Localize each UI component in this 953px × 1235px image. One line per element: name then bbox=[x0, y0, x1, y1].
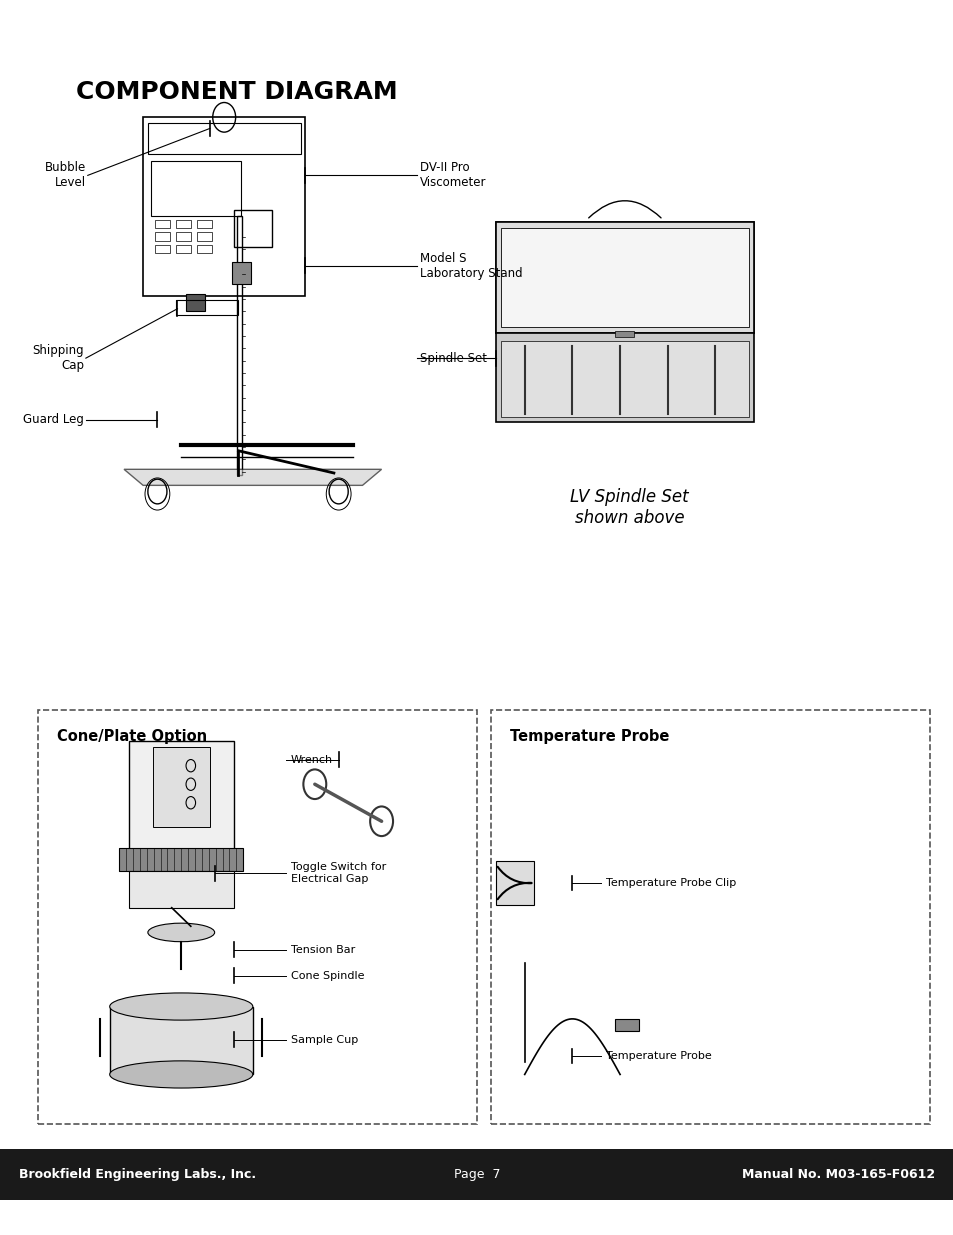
Ellipse shape bbox=[110, 1061, 253, 1088]
Text: Guard Leg: Guard Leg bbox=[23, 414, 84, 426]
Text: Temperature Probe Clip: Temperature Probe Clip bbox=[605, 878, 736, 888]
Text: Spindle Set: Spindle Set bbox=[419, 352, 486, 364]
Ellipse shape bbox=[148, 924, 214, 941]
Text: Temperature Probe: Temperature Probe bbox=[605, 1051, 711, 1061]
Bar bbox=[154, 220, 170, 228]
Bar bbox=[186, 294, 205, 311]
Bar bbox=[500, 341, 748, 417]
Bar bbox=[154, 245, 170, 253]
Bar bbox=[151, 161, 241, 216]
Bar bbox=[152, 747, 210, 827]
Bar bbox=[196, 220, 212, 228]
Bar bbox=[615, 1019, 639, 1031]
Text: DV-II Pro
Viscometer: DV-II Pro Viscometer bbox=[419, 162, 486, 189]
Text: Wrench: Wrench bbox=[291, 755, 333, 764]
Bar bbox=[500, 228, 748, 327]
Bar bbox=[154, 232, 170, 241]
Text: Bubble
Level: Bubble Level bbox=[45, 162, 86, 189]
Bar bbox=[196, 232, 212, 241]
Text: LV Spindle Set
shown above: LV Spindle Set shown above bbox=[570, 488, 688, 526]
Text: Page  7: Page 7 bbox=[454, 1168, 499, 1181]
Text: Temperature Probe: Temperature Probe bbox=[510, 729, 669, 743]
Bar bbox=[148, 124, 300, 154]
Bar bbox=[110, 1007, 253, 1074]
Bar bbox=[233, 210, 272, 247]
Text: Cone Spindle: Cone Spindle bbox=[291, 971, 364, 981]
Bar bbox=[129, 871, 233, 908]
Text: Sample Cup: Sample Cup bbox=[291, 1035, 357, 1045]
Polygon shape bbox=[496, 222, 753, 333]
Polygon shape bbox=[124, 469, 381, 485]
Bar bbox=[196, 245, 212, 253]
Bar bbox=[129, 741, 233, 852]
Ellipse shape bbox=[110, 993, 253, 1020]
Bar bbox=[232, 262, 251, 284]
Bar bbox=[175, 232, 191, 241]
Bar bbox=[496, 861, 534, 905]
Bar bbox=[176, 300, 238, 315]
Text: Brookfield Engineering Labs., Inc.: Brookfield Engineering Labs., Inc. bbox=[19, 1168, 256, 1181]
Bar bbox=[143, 117, 305, 296]
Bar bbox=[175, 220, 191, 228]
Bar bbox=[236, 216, 242, 475]
Text: Shipping
Cap: Shipping Cap bbox=[32, 345, 84, 372]
Bar bbox=[119, 848, 243, 871]
Text: COMPONENT DIAGRAM: COMPONENT DIAGRAM bbox=[76, 80, 397, 104]
Bar bbox=[496, 222, 753, 333]
Text: Tension Bar: Tension Bar bbox=[291, 945, 355, 955]
Text: Manual No. M03-165-F0612: Manual No. M03-165-F0612 bbox=[741, 1168, 934, 1181]
Text: Model S
Laboratory Stand: Model S Laboratory Stand bbox=[419, 252, 522, 279]
Bar bbox=[0, 1149, 953, 1200]
Text: Cone/Plate Option: Cone/Plate Option bbox=[57, 729, 207, 743]
Text: Toggle Switch for
Electrical Gap: Toggle Switch for Electrical Gap bbox=[291, 862, 386, 884]
Bar bbox=[496, 333, 753, 422]
Bar bbox=[615, 331, 634, 337]
Bar bbox=[175, 245, 191, 253]
